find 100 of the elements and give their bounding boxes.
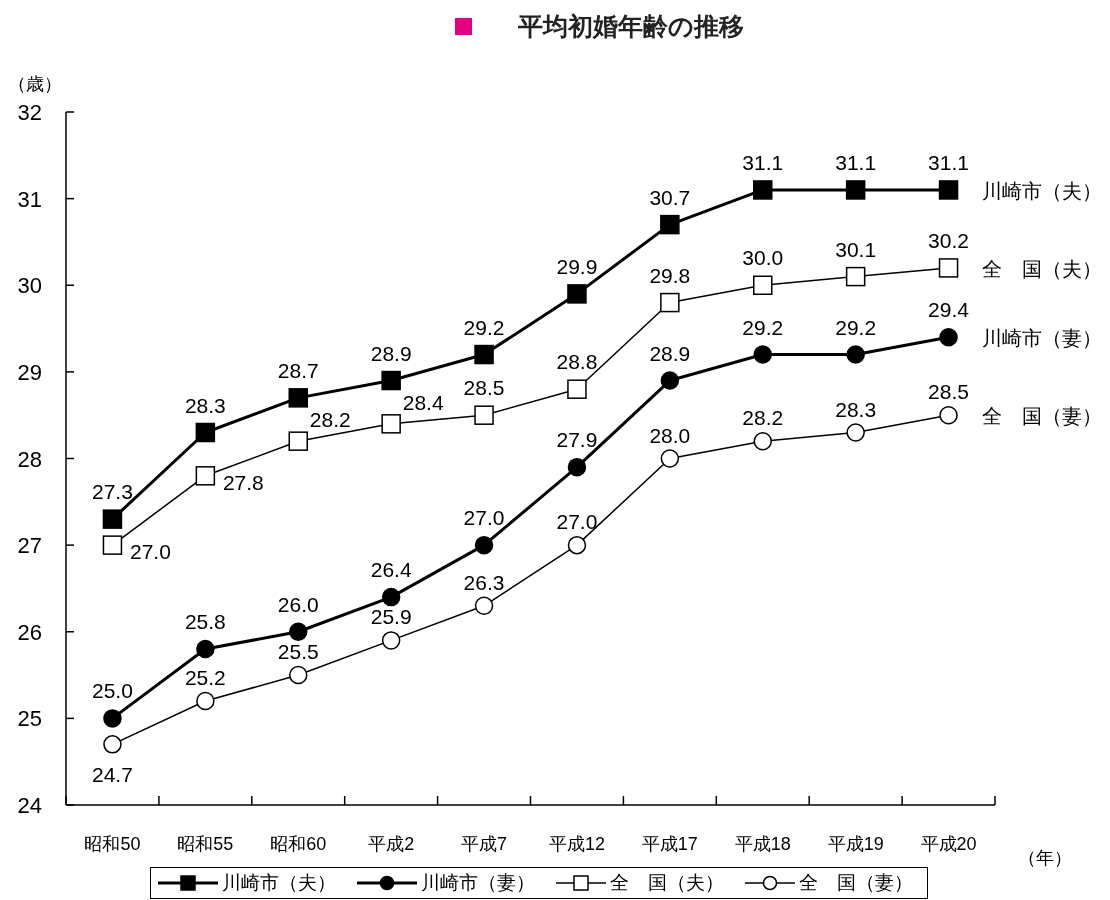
data-label: 27.0 — [463, 506, 505, 530]
point — [195, 466, 216, 486]
data-label: 26.0 — [277, 592, 319, 616]
y-tick-label: 32 — [17, 100, 42, 125]
point — [845, 266, 866, 287]
data-label: 27.9 — [556, 428, 598, 452]
y-tick-label: 29 — [17, 359, 42, 385]
x-tick-label: 平成18 — [734, 834, 791, 854]
data-label: 28.9 — [370, 341, 412, 365]
point — [567, 284, 587, 304]
point — [567, 457, 587, 477]
data-label: 28.3 — [184, 393, 226, 417]
y-tick-label: 27 — [17, 533, 42, 559]
data-label: 27.0 — [556, 510, 598, 534]
data-label: 30.7 — [649, 185, 691, 209]
point — [289, 665, 308, 685]
y-tick-label: 26 — [17, 619, 42, 645]
data-label: 28.0 — [649, 423, 691, 447]
point — [195, 422, 216, 443]
data-label: 28.2 — [309, 408, 351, 432]
point — [938, 258, 959, 278]
data-label: 28.9 — [649, 341, 691, 365]
data-label: 28.4 — [402, 390, 444, 414]
point — [846, 345, 865, 364]
text: 全 国（妻） — [981, 405, 1102, 428]
point — [567, 535, 587, 555]
point — [660, 449, 680, 468]
point — [102, 509, 123, 529]
point — [753, 180, 773, 200]
x-tick-label: 平成19 — [827, 834, 884, 854]
legend-label: 川崎市（夫） — [222, 871, 336, 895]
point — [381, 414, 401, 434]
point — [102, 535, 123, 555]
data-label: 28.3 — [835, 397, 877, 421]
x-axis-title: （年） — [1018, 847, 1072, 870]
chart-title: 平均初婚年齢の推移 — [518, 11, 744, 42]
data-label: 26.3 — [463, 570, 505, 594]
point — [753, 345, 772, 364]
data-label: 25.8 — [184, 610, 226, 634]
data-label: 29.2 — [835, 315, 877, 339]
data-label: 30.1 — [835, 237, 877, 261]
legend-label: 川崎市（妻） — [421, 871, 535, 895]
data-label: 31.1 — [835, 150, 877, 174]
data-label: 30.0 — [742, 246, 784, 270]
point — [381, 631, 401, 650]
data-label: 31.1 — [742, 150, 784, 174]
point — [939, 405, 958, 425]
point — [289, 622, 308, 641]
data-label: 27.0 — [130, 540, 171, 564]
data-label: 28.5 — [928, 380, 969, 404]
data-label: 28.2 — [742, 406, 784, 430]
data-label: 25.2 — [184, 666, 226, 690]
data-label: 24.7 — [92, 763, 133, 787]
data-label: 29.4 — [928, 298, 970, 322]
y-tick-label: 31 — [17, 186, 42, 212]
data-label: 29.2 — [463, 315, 505, 339]
point — [939, 327, 958, 347]
data-label: 28.8 — [556, 350, 598, 374]
data-label: 25.5 — [277, 640, 319, 664]
data-label: 25.9 — [370, 605, 412, 629]
point — [474, 344, 494, 365]
point — [474, 596, 494, 616]
x-tick-label: 昭和50 — [84, 834, 141, 854]
point — [660, 292, 680, 313]
y-tick-label: 24 — [17, 793, 42, 818]
data-label: 28.5 — [463, 376, 505, 400]
point — [196, 691, 215, 711]
data-label: 29.2 — [742, 315, 784, 339]
point — [938, 180, 959, 200]
point — [567, 379, 587, 399]
point — [474, 535, 494, 555]
y-tick-label: 28 — [17, 446, 42, 472]
point — [474, 405, 494, 425]
point — [381, 587, 401, 607]
point — [660, 214, 680, 235]
x-tick-label: 平成20 — [920, 834, 977, 854]
y-tick-label: 25 — [17, 706, 42, 732]
point — [660, 371, 680, 390]
data-label: 26.4 — [370, 558, 412, 582]
point — [196, 639, 215, 659]
data-label: 27.8 — [222, 470, 264, 494]
y-tick-label: 30 — [17, 273, 42, 299]
data-label: 25.0 — [92, 679, 133, 703]
point — [288, 388, 308, 408]
data-label: 27.3 — [92, 480, 133, 504]
text: 川崎市（妻） — [981, 327, 1102, 350]
point — [845, 180, 866, 200]
point — [381, 370, 401, 391]
data-label: 28.7 — [277, 358, 319, 382]
point — [753, 431, 772, 451]
data-label: 29.9 — [556, 254, 598, 278]
x-tick-label: 平成7 — [461, 834, 508, 854]
point — [103, 735, 122, 754]
x-tick-label: 平成2 — [368, 834, 415, 854]
legend-label: 全 国（妻） — [799, 871, 913, 895]
point — [288, 431, 308, 451]
x-tick-label: 昭和60 — [270, 834, 327, 854]
data-label: 31.1 — [928, 150, 969, 174]
point — [846, 423, 865, 442]
x-tick-label: 平成12 — [548, 834, 605, 854]
